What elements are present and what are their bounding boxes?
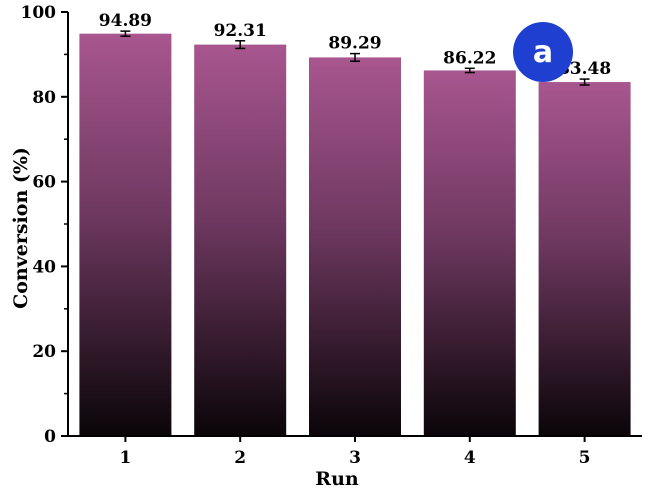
data-label-run-1: 94.89 [99,11,152,31]
x-tick-label-1: 1 [119,448,131,468]
bar-run-1 [79,33,172,436]
y-tick-label-0: 0 [44,427,56,447]
data-labels-layer: 94.89 92.31 89.29 86.22 83.48 [99,11,611,79]
x-tick-label-3: 3 [349,448,361,468]
panel-badge: a [513,22,573,82]
badge-label: a [533,35,553,70]
bar-run-3 [309,57,401,436]
y-tick-label-40: 40 [32,257,56,277]
data-label-run-3: 89.29 [328,34,381,54]
bars-layer [79,33,631,437]
data-label-run-4: 86.22 [443,48,496,68]
y-tick-label-60: 60 [32,173,56,193]
x-tick-label-2: 2 [234,448,246,468]
error-bar-run-4 [464,67,475,74]
error-bar-run-5 [579,78,590,86]
x-tick-label-5: 5 [579,448,591,468]
bar-run-5 [538,82,631,436]
ticks-layer: 1 2 3 4 5 0 20 40 60 80 100 [21,3,591,468]
error-bars-layer [120,30,590,86]
y-tick-label-20: 20 [32,342,56,362]
y-tick-label-80: 80 [32,88,56,108]
y-axis-title: Conversion (%) [10,147,32,309]
x-axis-title: Run [315,468,359,488]
data-label-run-2: 92.31 [214,21,267,41]
bar-run-4 [423,70,516,437]
data-label-run-5: 83.48 [558,59,611,79]
error-bar-run-1 [120,30,131,37]
x-tick-label-4: 4 [464,448,476,468]
error-bar-run-3 [350,52,360,62]
error-bar-run-2 [235,40,246,50]
badge-circle [513,22,573,82]
y-tick-label-100: 100 [21,3,57,23]
bar-run-2 [194,44,287,437]
